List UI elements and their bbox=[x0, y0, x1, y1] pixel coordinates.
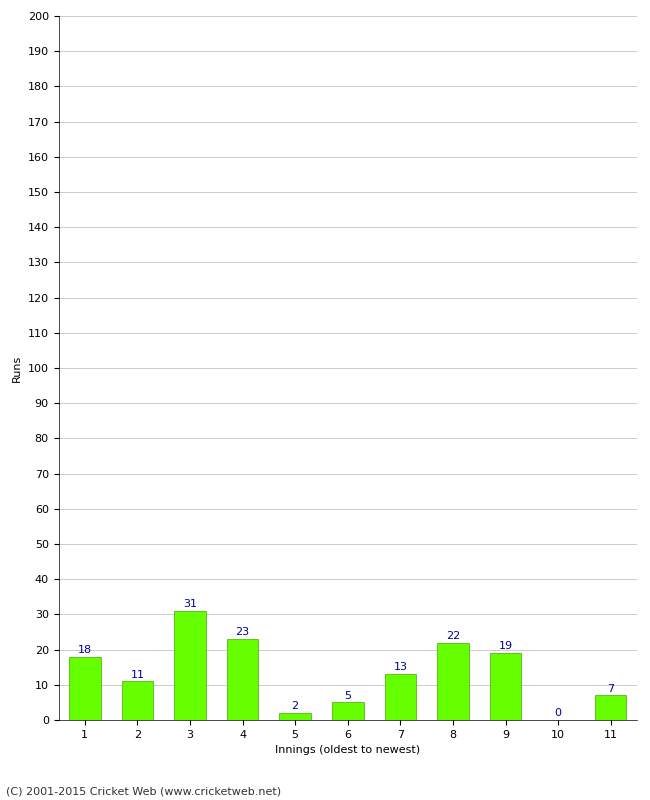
Text: 23: 23 bbox=[235, 627, 250, 638]
Bar bbox=[437, 642, 469, 720]
Bar bbox=[174, 611, 206, 720]
Text: 11: 11 bbox=[131, 670, 144, 679]
Text: (C) 2001-2015 Cricket Web (www.cricketweb.net): (C) 2001-2015 Cricket Web (www.cricketwe… bbox=[6, 786, 281, 796]
Text: 18: 18 bbox=[78, 645, 92, 655]
Bar bbox=[227, 639, 258, 720]
Text: 7: 7 bbox=[607, 683, 614, 694]
Text: 5: 5 bbox=[344, 690, 351, 701]
Bar bbox=[385, 674, 416, 720]
Bar bbox=[69, 657, 101, 720]
Text: 19: 19 bbox=[499, 642, 513, 651]
Text: 31: 31 bbox=[183, 599, 197, 609]
Bar bbox=[280, 713, 311, 720]
Bar bbox=[489, 653, 521, 720]
Text: 0: 0 bbox=[554, 708, 562, 718]
Text: 2: 2 bbox=[292, 701, 299, 711]
Bar bbox=[595, 695, 627, 720]
Bar bbox=[332, 702, 363, 720]
Bar bbox=[122, 682, 153, 720]
Y-axis label: Runs: Runs bbox=[12, 354, 22, 382]
Text: 22: 22 bbox=[446, 630, 460, 641]
X-axis label: Innings (oldest to newest): Innings (oldest to newest) bbox=[275, 746, 421, 755]
Text: 13: 13 bbox=[393, 662, 408, 673]
